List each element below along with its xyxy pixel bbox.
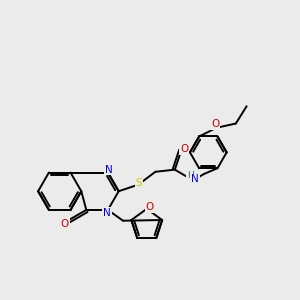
Text: H: H <box>187 171 194 180</box>
Text: O: O <box>180 144 188 154</box>
Text: O: O <box>211 119 220 129</box>
Text: N: N <box>105 165 113 175</box>
Text: N: N <box>191 174 199 184</box>
Text: N: N <box>103 208 111 218</box>
Text: O: O <box>146 202 154 212</box>
Text: O: O <box>61 219 69 229</box>
Text: S: S <box>136 178 142 188</box>
